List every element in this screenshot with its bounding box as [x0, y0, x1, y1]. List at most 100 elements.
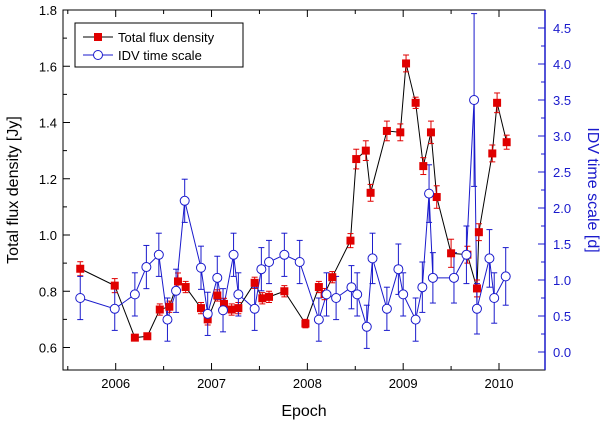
y-left-tick-label: 1.6: [39, 59, 57, 74]
idv-point: [489, 293, 500, 303]
x-tick-label: 2006: [101, 376, 130, 391]
flux-point: [402, 59, 411, 68]
idv-point: [484, 253, 495, 264]
y-right-tick-label: 1.0: [553, 273, 571, 288]
flux-point: [314, 283, 323, 292]
idv-point: [500, 271, 511, 282]
idv-point: [461, 249, 472, 260]
idv-point: [294, 257, 305, 267]
flux-point: [352, 155, 361, 164]
idv-point: [129, 289, 140, 300]
idv-point: [109, 303, 120, 314]
x-tick-label: 2007: [197, 376, 226, 391]
idv-point: [75, 293, 86, 303]
x-axis-title: Epoch: [281, 403, 326, 420]
legend-idv-marker: [93, 50, 103, 60]
y-left-tick-label: 1.8: [39, 3, 57, 18]
idv-point: [249, 303, 260, 314]
flux-point: [227, 305, 236, 314]
idv-point: [427, 272, 438, 283]
idv-point: [417, 282, 428, 293]
ticks-layer: 2006 2007 2008 2009 2010 0.6 0.8 1.0 1.2 1.4 1.6 1.…: [39, 3, 571, 391]
flux-point: [219, 299, 228, 308]
idv-point: [410, 314, 421, 325]
idv-point: [141, 262, 152, 273]
idv-point: [212, 272, 223, 283]
idv-point: [346, 282, 357, 293]
x-tick-label: 2010: [485, 376, 514, 391]
flux-point: [110, 281, 119, 290]
flux-point: [502, 138, 511, 147]
legend-flux-marker: [94, 33, 102, 41]
y-right-tick-label: 1.5: [553, 237, 571, 252]
idv-point: [321, 289, 332, 300]
flux-point: [396, 128, 405, 137]
flux-point: [447, 249, 456, 258]
y-right-tick-label: 3.5: [553, 93, 571, 108]
idv-point: [398, 289, 409, 300]
flux-point: [196, 304, 205, 313]
flux-point: [181, 283, 190, 292]
idv-point: [471, 303, 482, 314]
idv-point: [202, 308, 213, 319]
idv-point: [195, 262, 206, 273]
flux-point: [203, 315, 212, 324]
flux-point: [411, 98, 420, 107]
flux-point: [76, 264, 85, 273]
idv-point: [424, 188, 435, 199]
flux-point: [419, 162, 428, 171]
y-axis-left-title: Total flux density [Jy]: [5, 116, 22, 264]
flux-point: [213, 291, 222, 300]
flux-point: [173, 277, 182, 286]
idv-point: [279, 249, 290, 260]
flux-point: [346, 236, 355, 245]
flux-point: [382, 126, 391, 135]
flux-point: [165, 302, 174, 311]
idv-point: [352, 289, 363, 300]
flux-point: [432, 193, 441, 202]
series-line-1: [80, 99, 507, 327]
idv-point: [361, 321, 372, 332]
idv-point: [218, 305, 229, 316]
y-left-tick-label: 1.2: [39, 172, 57, 187]
idv-point: [331, 293, 342, 303]
y-right-tick-label: 2.0: [553, 201, 571, 216]
y-right-tick-label: 2.5: [553, 165, 571, 180]
flux-point: [474, 228, 483, 237]
flux-point: [280, 287, 289, 296]
flux-point: [130, 333, 139, 342]
idv-point: [381, 303, 392, 314]
markers-layer: [75, 59, 511, 342]
idv-point: [393, 264, 404, 275]
y-axis-right-title: IDV time scale [d]: [584, 127, 600, 252]
legend-idv-label: IDV time scale: [118, 48, 202, 63]
idv-point: [179, 195, 190, 206]
idv-point: [162, 314, 173, 325]
flux-point: [258, 294, 267, 303]
y-left-tick-label: 1.0: [39, 228, 57, 243]
flux-point: [472, 284, 481, 293]
legend: Total flux density IDV time scale: [74, 22, 244, 68]
y-right-tick-label: 4.0: [553, 57, 571, 72]
series-line-0: [80, 63, 508, 339]
idv-point: [313, 314, 324, 325]
idv-point: [256, 264, 267, 275]
idv-point: [367, 253, 378, 264]
y-right-tick-label: 0.5: [553, 309, 571, 324]
y-right-tick-label: 4.5: [553, 21, 571, 36]
flux-point: [155, 305, 164, 314]
lines-layer: [80, 63, 508, 339]
flux-point: [328, 273, 337, 282]
flux-point: [301, 319, 310, 328]
y-right-tick-label: 3.0: [553, 129, 571, 144]
flux-point: [234, 304, 243, 313]
flux-point: [426, 128, 435, 137]
flux-point: [488, 149, 497, 158]
legend-flux-label: Total flux density: [118, 30, 215, 45]
idv-point: [228, 249, 239, 260]
flux-point: [143, 332, 152, 341]
idv-point: [233, 289, 244, 300]
idv-point: [448, 272, 459, 283]
x-tick-label: 2009: [389, 376, 418, 391]
